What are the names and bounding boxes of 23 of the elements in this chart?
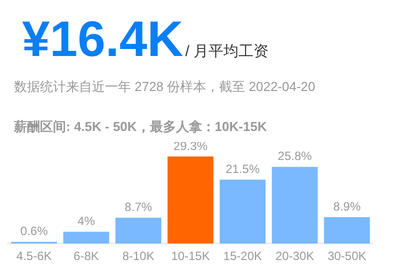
data-label: 4% bbox=[78, 214, 96, 228]
chart-subtitle: / 月平均工资 bbox=[185, 43, 269, 60]
x-tick-label: 30-50K bbox=[328, 249, 366, 264]
bar bbox=[272, 166, 318, 244]
bar bbox=[324, 217, 370, 244]
text: 数据统计来自近一年 2728 份样本，截至 2022-04-20 bbox=[14, 78, 316, 96]
bar bbox=[63, 232, 110, 244]
bar bbox=[220, 180, 266, 244]
data-label: 21.5% bbox=[226, 162, 260, 176]
x-tick-label: 20-30K bbox=[275, 249, 314, 264]
chart-title: ¥16.4K bbox=[22, 11, 184, 67]
x-tick-label: 10-15K bbox=[171, 249, 210, 264]
x-tick-label: 6-8K bbox=[74, 249, 99, 264]
x-tick-label: 8-10K bbox=[122, 249, 154, 264]
data-label: 0.6% bbox=[20, 224, 48, 238]
bar bbox=[168, 156, 214, 244]
bar bbox=[115, 218, 162, 244]
text: 薪酬区间: 4.5K - 50K，最多人拿：10K-15K bbox=[14, 118, 267, 136]
x-tick-label: 15-20K bbox=[223, 249, 262, 264]
x-tick-label: 4.5-6K bbox=[16, 249, 52, 264]
data-label: 8.9% bbox=[333, 199, 361, 214]
data-label: 25.8% bbox=[278, 149, 312, 164]
data-label: 8.7% bbox=[124, 200, 152, 214]
